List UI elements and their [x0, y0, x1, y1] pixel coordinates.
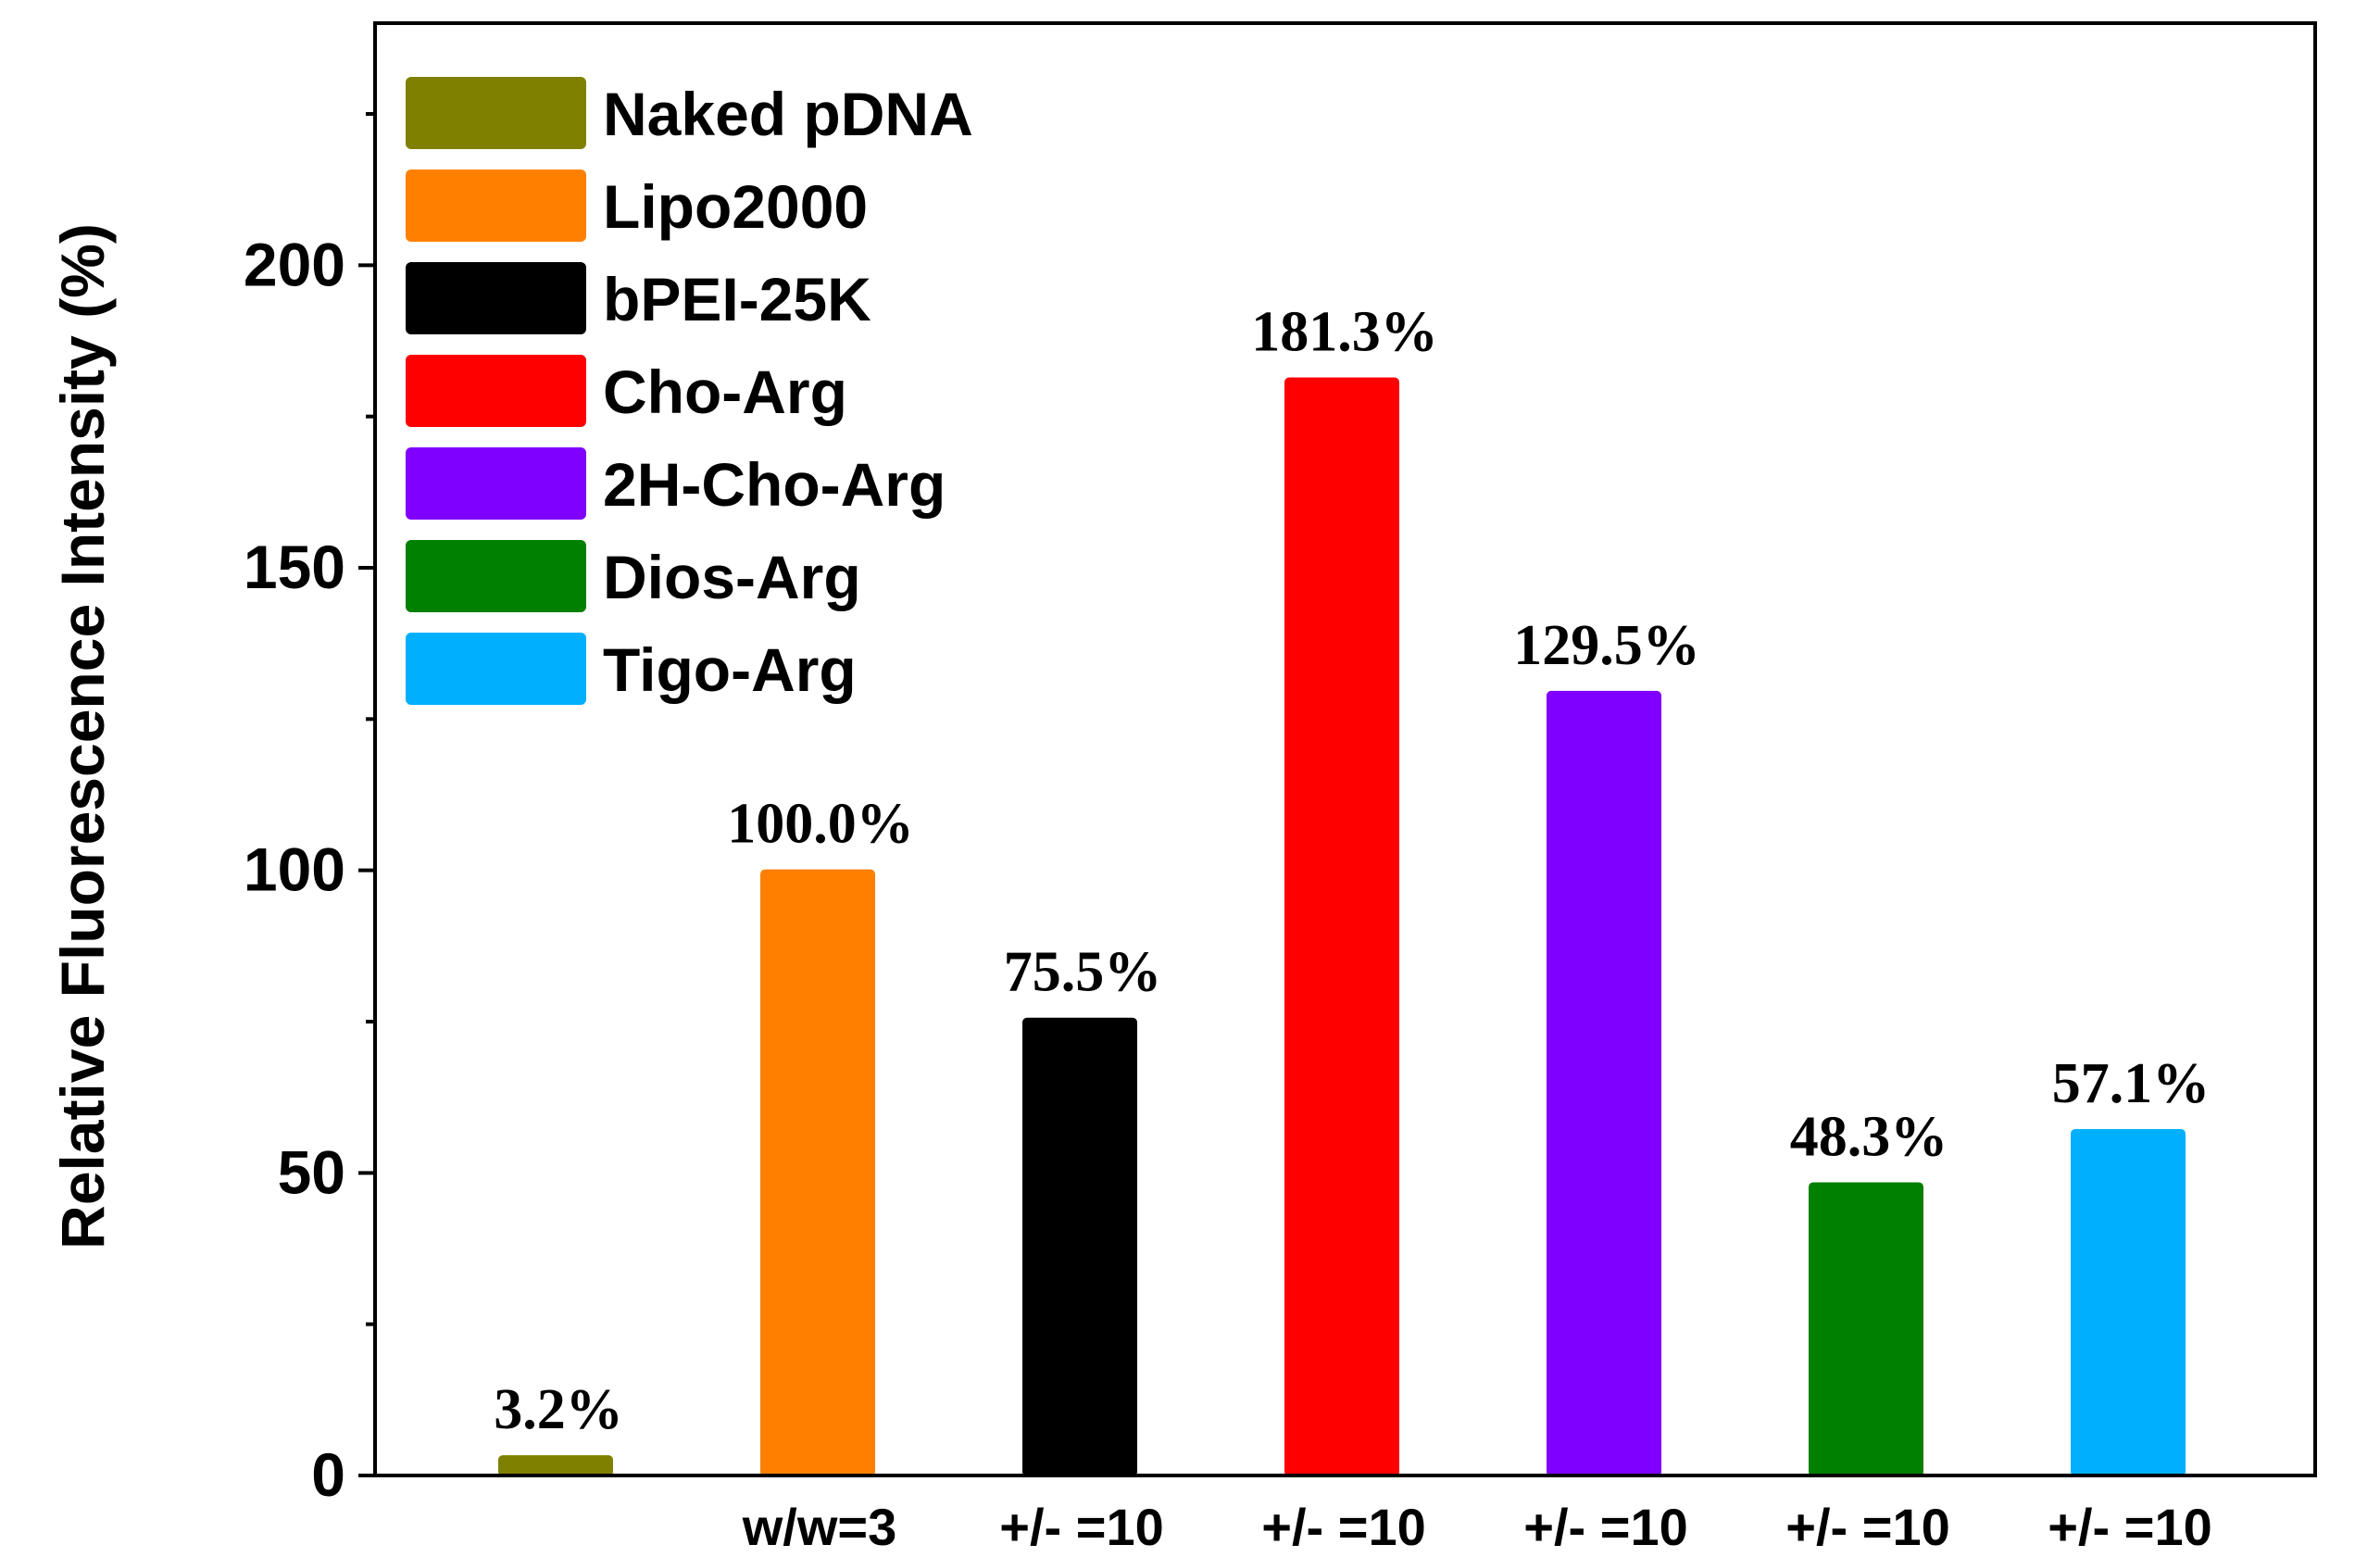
y-tick-label: 200	[244, 230, 345, 298]
value-labels: 3.2% 100.0% 75.5% 181.3% 129.5% 48.3% 57.1%	[494, 301, 2210, 1442]
legend-swatch	[406, 262, 586, 334]
x-tick-label: +/- =10	[1785, 1498, 1949, 1556]
legend-swatch	[406, 77, 586, 149]
plot-frame	[373, 21, 2317, 1477]
data-label: 100.0%	[727, 793, 914, 856]
legend: Naked pDNA Lipo2000 bPEI-25K Cho-Arg 2H-Cho-…	[406, 77, 973, 705]
data-label: 48.3%	[1790, 1105, 1948, 1168]
data-label: 57.1%	[2052, 1052, 2211, 1115]
legend-swatch	[406, 170, 586, 242]
x-tick-label: w/w=3	[742, 1498, 897, 1556]
x-tick-label: +/- =10	[1523, 1498, 1687, 1556]
bar-cho-arg	[1284, 377, 1399, 1476]
legend-label: Tigo-Arg	[603, 635, 857, 704]
y-axis-ticks: 0 50 100 150 200	[244, 112, 375, 1509]
data-label: 3.2%	[494, 1378, 623, 1441]
legend-label: Dios-Arg	[603, 543, 861, 611]
x-tick-label: +/- =10	[2048, 1498, 2211, 1556]
legend-label: Naked pDNA	[603, 80, 973, 148]
legend-label: bPEI-25K	[603, 265, 871, 333]
bar-lipo2000	[760, 869, 875, 1476]
legend-swatch	[406, 633, 586, 705]
legend-label: Cho-Arg	[603, 358, 847, 426]
data-label: 75.5%	[1004, 941, 1162, 1004]
bar-bpei-25k	[1022, 1017, 1137, 1476]
y-tick-label: 100	[244, 835, 345, 904]
bars	[498, 377, 2186, 1477]
y-tick-label: 0	[311, 1440, 345, 1509]
bar-tigo-arg	[2071, 1128, 2186, 1476]
y-tick-label: 150	[244, 533, 345, 601]
bar-2h-cho-arg	[1547, 690, 1661, 1476]
x-tick-label: +/- =10	[999, 1498, 1163, 1556]
legend-label: 2H-Cho-Arg	[603, 450, 946, 519]
bar-dios-arg	[1809, 1182, 1923, 1476]
bar-naked-pdna	[498, 1455, 613, 1477]
legend-label: Lipo2000	[603, 172, 868, 241]
legend-swatch	[406, 447, 586, 520]
y-axis-label: Relative Fluorescence Intensity (%)	[48, 223, 117, 1249]
legend-swatch	[406, 355, 586, 427]
legend-swatch	[406, 540, 586, 612]
data-label: 181.3%	[1251, 301, 1438, 364]
x-tick-label: +/- =10	[1261, 1498, 1425, 1556]
data-label: 129.5%	[1513, 614, 1700, 677]
x-axis-tick-labels: w/w=3 +/- =10 +/- =10 +/- =10 +/- =10 +/- =10	[742, 1498, 2212, 1556]
y-tick-label: 50	[278, 1137, 345, 1206]
